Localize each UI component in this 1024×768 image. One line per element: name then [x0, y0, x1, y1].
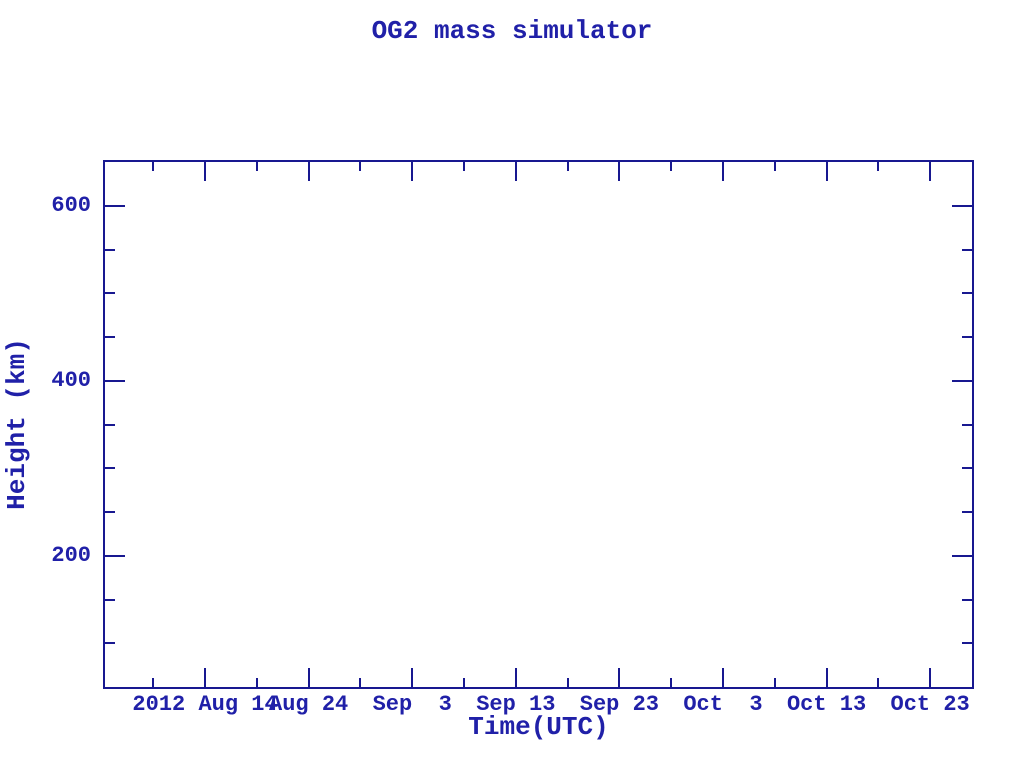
x-axis-major-tick [825, 668, 828, 687]
x-axis-minor-tick [255, 678, 258, 687]
y-axis-minor-tick-mirror [962, 598, 972, 601]
x-axis-tick-label: Oct 23 [890, 692, 970, 717]
y-axis-tick-label: 600 [51, 192, 91, 218]
x-axis-minor-tick-mirror [255, 162, 258, 171]
x-axis-tick-label: Aug 24 [269, 692, 349, 717]
y-axis-minor-tick-mirror [962, 292, 972, 295]
x-axis-major-tick-mirror [307, 162, 310, 181]
x-axis-major-tick-mirror [618, 162, 621, 181]
y-axis-minor-tick [105, 511, 115, 513]
x-axis-tick-label: Sep 23 [579, 692, 659, 717]
x-axis-minor-tick [463, 678, 466, 687]
y-axis-minor-tick-mirror [962, 511, 972, 513]
x-axis-minor-tick [152, 678, 155, 687]
y-axis-major-tick [105, 379, 125, 382]
x-axis-minor-tick [359, 678, 362, 687]
y-axis-minor-tick [105, 336, 115, 338]
x-axis-major-tick [514, 668, 517, 687]
x-axis-tick-label: Sep 13 [476, 692, 556, 717]
y-axis-minor-tick [105, 292, 115, 295]
x-axis-minor-tick [773, 678, 776, 687]
x-axis-major-tick [204, 668, 207, 687]
x-axis-title: Time(UTC) [468, 712, 609, 742]
plot-area: 2012 Aug 14 Aug 24 Sep 3 Sep 13 Sep 23 Oct 3 O… [51, 160, 974, 716]
x-axis-major-tick-mirror [825, 162, 828, 181]
x-axis-minor-tick-mirror [463, 162, 466, 171]
x-axis-minor-tick-mirror [566, 162, 569, 171]
x-axis-major-tick-mirror [514, 162, 517, 181]
y-axis-minor-tick-mirror [962, 642, 972, 645]
y-axis-minor-tick-mirror [962, 248, 972, 251]
chart-title: OG2 mass simulator [371, 16, 653, 46]
x-axis-tick-label: Oct 13 [786, 692, 867, 717]
x-axis-tick-label: Sep 3 [372, 692, 452, 717]
y-axis-minor-tick-mirror [962, 467, 972, 470]
y-axis-minor-tick [105, 248, 115, 251]
x-axis-major-tick [618, 668, 621, 687]
x-axis-major-tick-mirror [411, 162, 414, 181]
x-axis-minor-tick-mirror [359, 162, 362, 171]
y-axis-title: Height (km) [2, 338, 32, 510]
x-axis-minor-tick-mirror [773, 162, 776, 171]
y-axis-major-tick [105, 204, 125, 207]
x-axis-minor-tick-mirror [670, 162, 673, 171]
x-axis-minor-tick [670, 678, 673, 687]
x-axis-minor-tick-mirror [152, 162, 155, 171]
y-axis-major-tick [105, 554, 125, 557]
y-axis-minor-tick [105, 642, 115, 645]
x-axis-major-tick [411, 668, 414, 687]
x-axis-major-tick-mirror [204, 162, 207, 181]
x-axis-major-tick-mirror [721, 162, 724, 181]
y-axis-tick-label: 400 [51, 367, 91, 393]
y-axis-minor-tick-mirror [962, 423, 972, 426]
y-axis-minor-tick [105, 467, 115, 470]
y-axis-minor-tick [105, 598, 115, 601]
x-axis-major-tick [307, 668, 310, 687]
x-axis-major-tick [929, 668, 932, 687]
x-axis-tick-label: 2012 Aug 14 [132, 692, 278, 717]
x-axis-minor-tick [877, 678, 880, 687]
y-axis-major-tick-mirror [952, 554, 972, 557]
y-axis-minor-tick-mirror [962, 336, 972, 338]
y-axis-major-tick-mirror [952, 204, 972, 207]
x-axis-major-tick [721, 668, 724, 687]
x-axis-tick-label: Oct 3 [683, 692, 763, 717]
y-axis-minor-tick [105, 423, 115, 426]
x-axis-minor-tick [566, 678, 569, 687]
y-axis-major-tick-mirror [952, 379, 972, 382]
x-axis-major-tick-mirror [929, 162, 932, 181]
x-axis-minor-tick-mirror [877, 162, 880, 171]
y-axis-tick-label: 200 [51, 542, 91, 568]
